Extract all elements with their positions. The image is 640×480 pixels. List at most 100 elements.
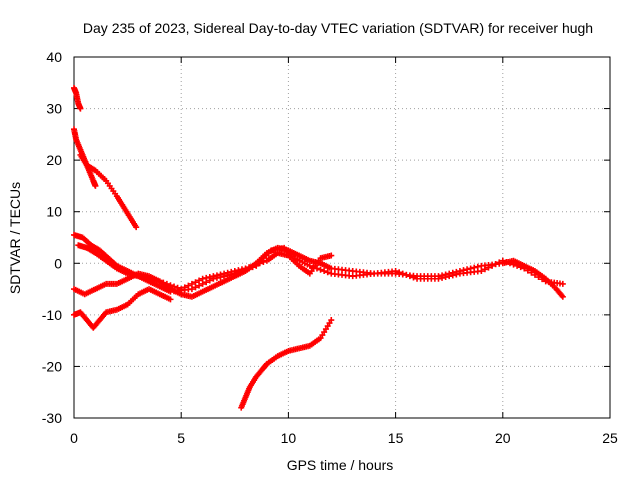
series-track-b xyxy=(71,126,99,189)
data-point xyxy=(510,261,517,268)
data-point xyxy=(506,260,513,267)
data-point xyxy=(524,267,531,274)
series-track-h xyxy=(238,317,335,411)
data-point xyxy=(328,317,335,324)
data-point xyxy=(399,270,406,277)
data-point xyxy=(319,332,326,339)
data-point xyxy=(531,271,538,278)
data-point xyxy=(256,260,263,267)
y-axis-label: SDTVAR / TECUs xyxy=(7,182,23,294)
data-point xyxy=(196,282,203,289)
data-point xyxy=(156,278,163,285)
data-point xyxy=(559,280,566,287)
y-tick-label: 30 xyxy=(46,101,62,117)
data-point xyxy=(528,269,535,276)
data-point xyxy=(133,224,140,231)
x-tick-label: 20 xyxy=(495,430,511,446)
x-tick-label: 0 xyxy=(70,430,78,446)
data-point xyxy=(446,273,453,280)
data-point xyxy=(92,182,99,189)
x-tick-label: 10 xyxy=(281,430,297,446)
data-point xyxy=(406,273,413,280)
data-point xyxy=(481,266,488,273)
data-point xyxy=(321,329,328,336)
data-point xyxy=(210,273,217,280)
data-point xyxy=(503,258,510,265)
data-point xyxy=(559,293,566,300)
x-tick-label: 15 xyxy=(388,430,404,446)
data-point xyxy=(231,268,238,275)
data-point xyxy=(224,269,231,276)
y-tick-label: 0 xyxy=(54,255,62,271)
data-point xyxy=(324,269,331,276)
data-point xyxy=(196,277,203,284)
y-tick-label: 10 xyxy=(46,204,62,220)
data-point xyxy=(188,280,195,287)
data-point xyxy=(181,284,188,291)
data-point xyxy=(324,323,331,330)
data-point xyxy=(206,274,213,281)
data-point xyxy=(199,275,206,282)
y-tick-label: -10 xyxy=(42,307,62,323)
data-point xyxy=(392,268,399,275)
data-point xyxy=(253,261,260,268)
data-point xyxy=(521,265,528,272)
data-point xyxy=(322,326,329,333)
x-tick-label: 25 xyxy=(602,430,618,446)
y-tick-label: -30 xyxy=(42,410,62,426)
grid xyxy=(74,57,610,418)
data-point xyxy=(238,266,245,273)
data-point xyxy=(199,280,206,287)
data-point xyxy=(326,320,333,327)
data-point xyxy=(539,276,546,283)
data-point xyxy=(77,105,84,112)
data-point xyxy=(317,335,324,342)
data-point xyxy=(489,262,496,269)
x-tick-label: 5 xyxy=(177,430,185,446)
data-point xyxy=(242,265,249,272)
data-point xyxy=(167,296,174,303)
data-point xyxy=(449,272,456,279)
data-point xyxy=(442,274,449,281)
series-track-f xyxy=(71,249,335,298)
data-point xyxy=(163,280,170,287)
data-point xyxy=(496,259,503,266)
plot-border xyxy=(73,56,611,419)
data-point xyxy=(192,284,199,291)
series-track-g xyxy=(71,286,174,331)
data-point xyxy=(478,268,485,275)
data-point xyxy=(221,270,228,277)
data-point xyxy=(328,252,335,259)
data-marks xyxy=(71,84,566,411)
data-point xyxy=(403,271,410,278)
data-point xyxy=(174,284,181,291)
data-point xyxy=(306,262,313,269)
data-point xyxy=(396,269,403,276)
data-point xyxy=(499,257,506,264)
data-point xyxy=(260,258,267,265)
data-point xyxy=(178,286,185,293)
data-point xyxy=(317,266,324,273)
data-point xyxy=(213,272,220,279)
data-point xyxy=(192,279,199,286)
data-point xyxy=(188,286,195,293)
y-tick-label: 40 xyxy=(46,49,62,65)
data-point xyxy=(228,268,235,275)
data-point xyxy=(439,274,446,281)
data-point xyxy=(453,271,460,278)
y-tick-label: 20 xyxy=(46,152,62,168)
series-track-c xyxy=(77,151,140,231)
data-point xyxy=(160,279,167,286)
data-point xyxy=(185,282,192,289)
data-point xyxy=(485,264,492,271)
y-tick-label: -20 xyxy=(42,358,62,374)
chart-title: Day 235 of 2023, Sidereal Day-to-day VTE… xyxy=(83,20,593,36)
data-point xyxy=(535,274,542,281)
data-point xyxy=(171,283,178,290)
data-point xyxy=(235,267,242,274)
series-track-e xyxy=(75,242,566,295)
data-point xyxy=(321,268,328,275)
x-axis-label: GPS time / hours xyxy=(287,457,394,473)
data-point xyxy=(492,261,499,268)
